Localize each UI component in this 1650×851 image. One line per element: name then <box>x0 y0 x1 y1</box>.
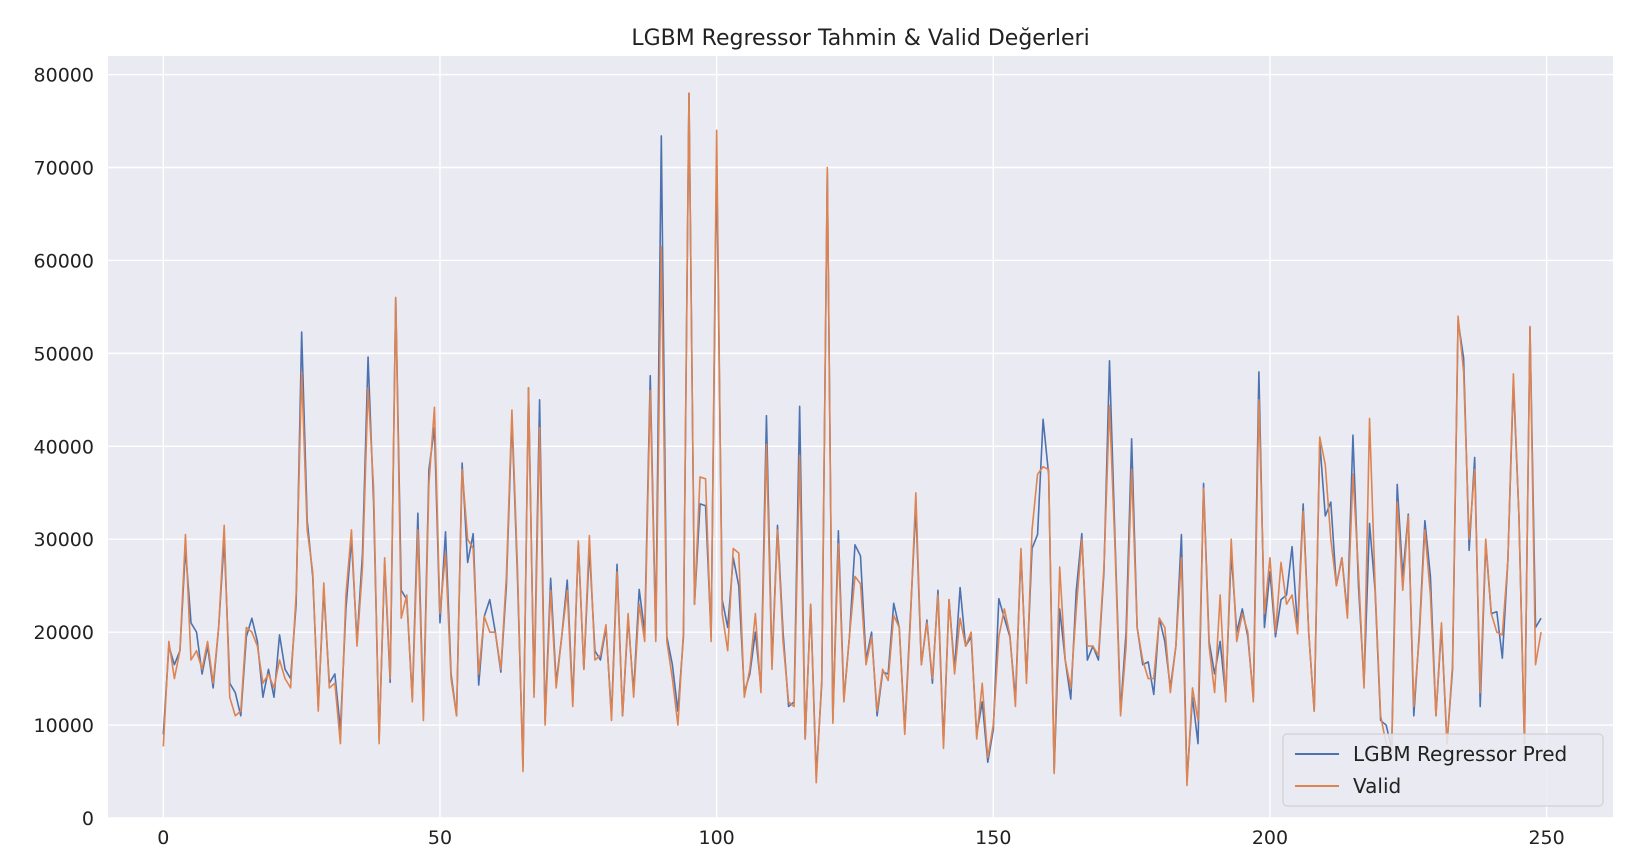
grid <box>108 56 1613 819</box>
y-tick-label: 0 <box>82 808 94 830</box>
x-axis: 0 50 100 150 200 250 <box>157 827 1564 849</box>
y-tick-label: 50000 <box>34 343 94 365</box>
x-tick-label: 250 <box>1528 827 1564 849</box>
series-line-valid <box>162 92 1542 787</box>
plot-background <box>108 56 1613 818</box>
y-tick-label: 30000 <box>34 529 94 551</box>
x-tick-label: 0 <box>157 827 169 849</box>
x-tick-label: 150 <box>975 827 1011 849</box>
y-tick-label: 40000 <box>34 436 94 458</box>
legend-label: LGBM Regressor Pred <box>1353 742 1567 766</box>
x-tick-label: 100 <box>699 827 735 849</box>
y-axis: 0 10000 20000 30000 40000 50000 60000 70000 8000… <box>34 65 94 830</box>
legend-label: Valid <box>1353 774 1401 798</box>
chart-title: LGBM Regressor Tahmin & Valid Değerleri <box>631 26 1089 51</box>
y-tick-label: 80000 <box>34 65 94 87</box>
x-tick-label: 50 <box>428 827 452 849</box>
y-tick-label: 20000 <box>34 622 94 644</box>
series-layer <box>162 92 1542 787</box>
legend: LGBM Regressor Pred Valid <box>1282 733 1604 807</box>
x-tick-label: 200 <box>1252 827 1288 849</box>
y-tick-label: 60000 <box>34 250 94 272</box>
y-tick-label: 10000 <box>34 715 94 737</box>
y-tick-label: 70000 <box>34 158 94 180</box>
legend-box <box>1282 733 1604 807</box>
